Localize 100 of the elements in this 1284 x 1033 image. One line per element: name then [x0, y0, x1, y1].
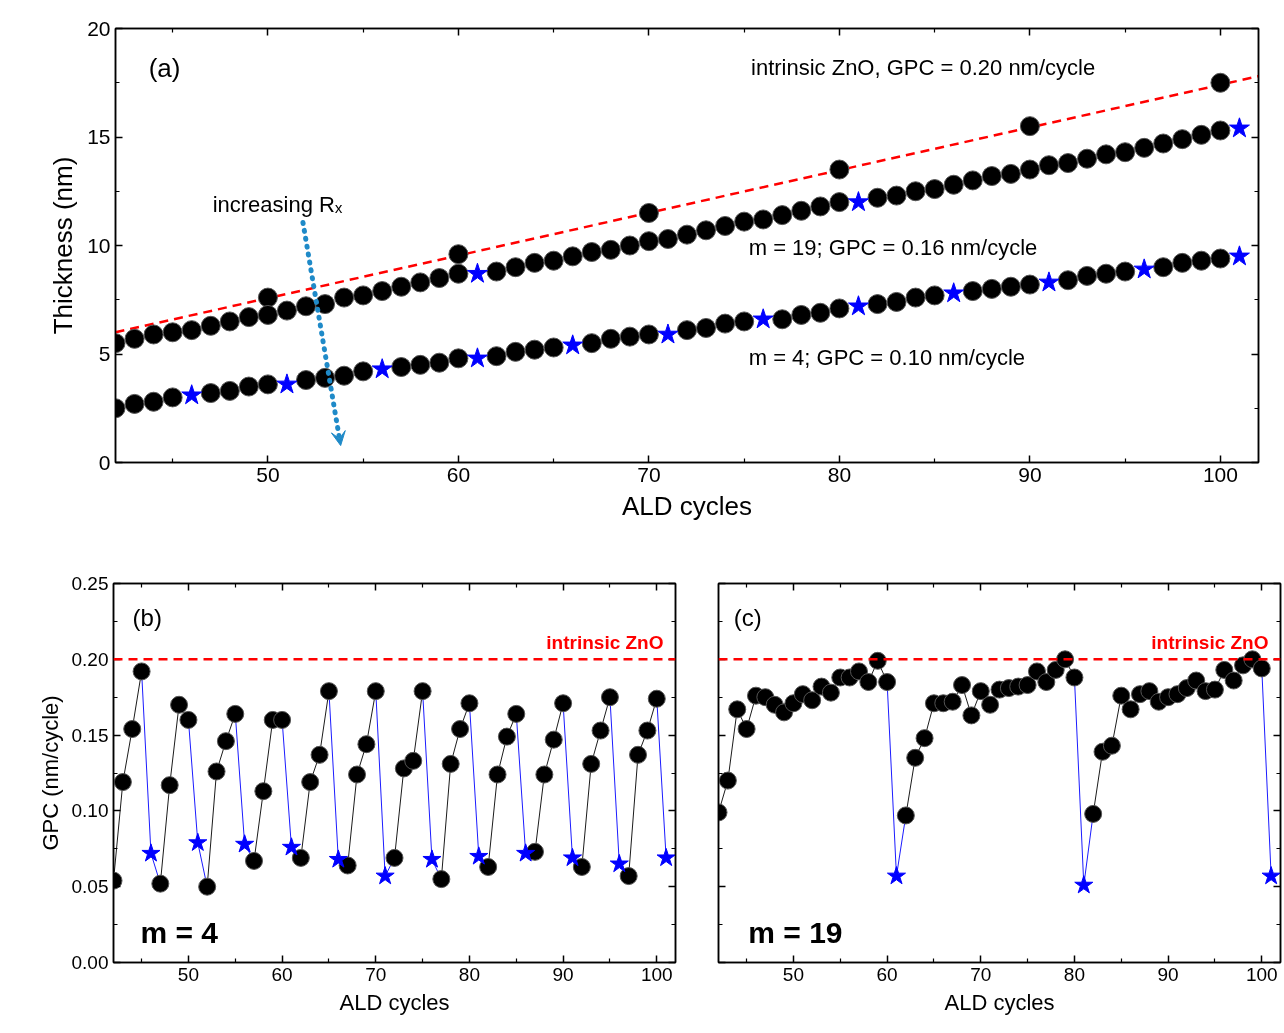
- point: [200, 315, 221, 336]
- point: [1133, 258, 1155, 279]
- point: [281, 837, 301, 856]
- point: [859, 673, 878, 692]
- point: [1215, 660, 1234, 679]
- y-tick-label: 0.25: [71, 573, 109, 594]
- point: [752, 308, 774, 329]
- point: [375, 866, 395, 885]
- point: [581, 333, 602, 354]
- point: [291, 848, 310, 867]
- point: [905, 181, 926, 202]
- point: [391, 357, 412, 377]
- point: [257, 304, 278, 325]
- point: [1210, 120, 1231, 141]
- point: [123, 720, 142, 739]
- point: [404, 751, 423, 770]
- point: [1261, 866, 1281, 885]
- point: [543, 250, 564, 271]
- point: [810, 196, 831, 217]
- point: [524, 252, 545, 273]
- point: [505, 257, 526, 278]
- x-tick-label: 80: [827, 462, 852, 486]
- point: [1112, 686, 1131, 705]
- point: [696, 220, 717, 241]
- point: [507, 704, 526, 723]
- point: [600, 688, 619, 707]
- y-tick-label: 0.10: [71, 800, 109, 822]
- point: [273, 710, 292, 729]
- point: [600, 328, 621, 349]
- annotation: m = 4; GPC = 0.10 nm/cycle: [748, 344, 1026, 370]
- point: [124, 393, 145, 414]
- point: [924, 285, 945, 306]
- point: [162, 387, 183, 408]
- y-axis-title: GPC (nm/cycle): [37, 695, 63, 851]
- point: [385, 848, 404, 867]
- point: [170, 695, 189, 714]
- point: [296, 296, 316, 317]
- x-tick-label: 60: [271, 963, 293, 985]
- point: [141, 843, 161, 862]
- point: [1191, 124, 1212, 145]
- point: [160, 776, 179, 795]
- point: [791, 304, 812, 325]
- point: [677, 224, 697, 245]
- point: [600, 239, 621, 260]
- point: [562, 246, 583, 267]
- point: [486, 346, 507, 367]
- point: [1210, 248, 1231, 269]
- point: [188, 832, 208, 851]
- point: [772, 309, 793, 330]
- point: [962, 706, 981, 725]
- point: [638, 202, 659, 223]
- point: [328, 849, 348, 868]
- point: [216, 732, 235, 751]
- point: [1252, 659, 1271, 678]
- point: [1019, 116, 1040, 137]
- point: [1153, 257, 1174, 278]
- point: [371, 358, 393, 379]
- point: [657, 323, 679, 344]
- point: [1077, 265, 1098, 286]
- point: [981, 166, 1002, 187]
- point: [315, 294, 336, 315]
- point: [1153, 133, 1174, 154]
- point: [1074, 875, 1094, 894]
- x-tick-label: 80: [458, 963, 481, 985]
- point: [162, 322, 183, 343]
- point: [448, 244, 469, 265]
- point: [1121, 700, 1140, 719]
- point: [962, 281, 983, 302]
- point: [1096, 263, 1117, 284]
- point: [372, 281, 393, 302]
- point: [1172, 252, 1193, 273]
- point: [728, 700, 747, 719]
- point: [753, 209, 774, 230]
- annotation: m = 4: [140, 915, 219, 949]
- y-tick-label: 0.20: [71, 648, 109, 670]
- point: [638, 721, 657, 740]
- point: [629, 745, 648, 764]
- x-tick-label: 90: [552, 963, 574, 985]
- point: [638, 231, 659, 252]
- x-axis-title: ALD cycles: [621, 490, 753, 521]
- point: [348, 765, 367, 784]
- x-tick-label: 100: [1245, 963, 1278, 985]
- point: [245, 851, 263, 870]
- point: [1037, 673, 1056, 692]
- point: [1084, 804, 1103, 823]
- point: [896, 806, 915, 825]
- point: [1038, 271, 1060, 292]
- point: [791, 200, 812, 221]
- point: [413, 682, 432, 701]
- point: [1058, 270, 1078, 291]
- x-axis-title: ALD cycles: [339, 989, 450, 1015]
- x-tick-label: 60: [876, 963, 898, 985]
- point: [1191, 250, 1212, 271]
- y-tick-label: 0.15: [71, 724, 109, 746]
- x-tick-label: 50: [782, 963, 805, 985]
- x-tick-label: 70: [970, 963, 992, 985]
- point: [943, 174, 964, 195]
- point: [301, 773, 320, 792]
- point: [1115, 142, 1136, 163]
- point: [582, 754, 601, 773]
